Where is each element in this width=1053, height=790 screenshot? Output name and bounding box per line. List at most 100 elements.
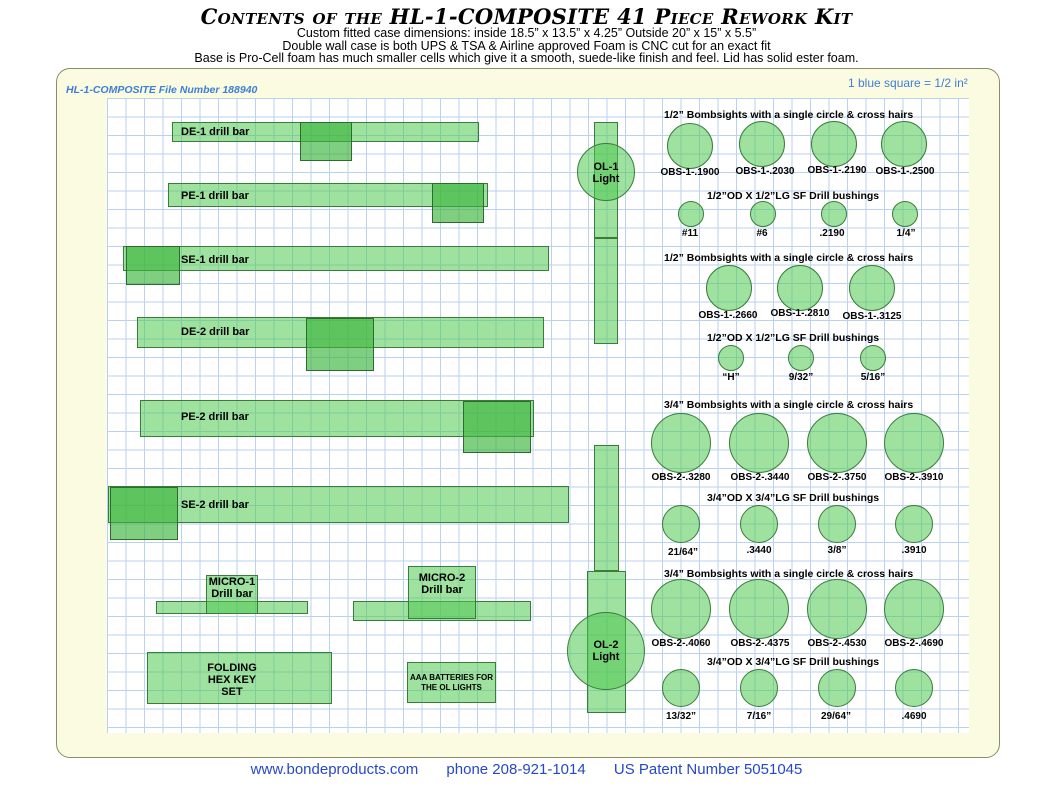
bushing-circle bbox=[821, 201, 847, 227]
folding-hex-key-label: FOLDING HEX KEY SET bbox=[207, 662, 257, 698]
bushing-circle bbox=[892, 201, 918, 227]
bushing-label: .4690 bbox=[901, 711, 927, 722]
section1-header: 1/2” Bombsights with a single circle & c… bbox=[664, 109, 914, 121]
bushing-label: 13/32” bbox=[665, 711, 697, 722]
bombsight-label: OBS-2-.4690 bbox=[884, 638, 944, 649]
drill-bar-pe1-block bbox=[432, 183, 484, 223]
bombsight-circle bbox=[729, 579, 789, 639]
bushing-circle bbox=[818, 669, 856, 707]
scale-legend: 1 blue square = 1/2 in² bbox=[848, 76, 968, 90]
ol2-light-label: OL-2 Light bbox=[592, 639, 620, 663]
bushing-label: 29/64” bbox=[820, 711, 852, 722]
bushing-label: 3/8” bbox=[827, 545, 847, 556]
ol1-light-head bbox=[577, 143, 635, 201]
drill-bar-pe2-block bbox=[463, 401, 531, 453]
micro2-label: MICRO-2 Drill bar bbox=[418, 572, 466, 596]
aaa-batteries bbox=[407, 662, 496, 703]
bushing-label: #11 bbox=[681, 228, 699, 239]
bombsight-circle bbox=[667, 123, 713, 169]
micro1-block bbox=[206, 575, 258, 614]
bushing-circle bbox=[678, 201, 704, 227]
bushing-label: 21/64” bbox=[667, 547, 699, 558]
aaa-batteries-label: AAA BATTERIES FOR THE OL LIGHTS bbox=[409, 673, 494, 692]
bombsight-label: OBS-1-.1900 bbox=[660, 167, 720, 178]
drill-bar-de1-label: DE-1 drill bar bbox=[181, 126, 250, 138]
drill-bar-se2-block bbox=[110, 487, 178, 540]
bushing-circle bbox=[718, 345, 744, 371]
website-link[interactable]: www.bondeproducts.com bbox=[250, 761, 419, 778]
bombsight-circle bbox=[651, 413, 711, 473]
subtitle-line-1: Custom fitted case dimensions: inside 18… bbox=[296, 26, 757, 40]
section7-header: 3/4” Bombsights with a single circle & c… bbox=[664, 568, 914, 580]
file-number: HL-1-COMPOSITE File Number 188940 bbox=[66, 84, 258, 96]
bushing-label: #6 bbox=[756, 228, 768, 239]
subtitle-line-3: Base is Pro-Cell foam has much smaller c… bbox=[194, 51, 859, 65]
bushing-label: .2190 bbox=[819, 228, 845, 239]
drill-bar-se2-label: SE-2 drill bar bbox=[181, 499, 249, 511]
bushing-circle bbox=[895, 669, 933, 707]
section8-header: 3/4”OD X 3/4”LG SF Drill bushings bbox=[707, 656, 880, 668]
bombsight-circle bbox=[811, 121, 857, 167]
bombsight-circle bbox=[729, 413, 789, 473]
bushing-label: 9/32” bbox=[788, 372, 814, 383]
bombsight-circle bbox=[739, 121, 785, 167]
bombsight-label: OBS-1-.2190 bbox=[807, 165, 867, 176]
bombsight-label: OBS-2-.3750 bbox=[807, 472, 867, 483]
subtitle-line-2: Double wall case is both UPS & TSA & Air… bbox=[282, 39, 771, 53]
bushing-circle bbox=[740, 505, 778, 543]
bombsight-circle bbox=[807, 413, 867, 473]
bombsight-circle bbox=[849, 265, 895, 311]
footer: www.bondeproducts.com phone 208-921-1014… bbox=[0, 761, 1053, 778]
bombsight-label: OBS-1-.2660 bbox=[698, 310, 758, 321]
bushing-label: 5/16” bbox=[860, 372, 886, 383]
bombsight-label: OBS-2-.4530 bbox=[807, 638, 867, 649]
bushing-circle bbox=[788, 345, 814, 371]
section6-header: 3/4”OD X 3/4”LG SF Drill bushings bbox=[707, 492, 880, 504]
bombsight-circle bbox=[884, 413, 944, 473]
ol2-light-head bbox=[567, 612, 645, 690]
section3-header: 1/2” Bombsights with a single circle & c… bbox=[664, 252, 914, 264]
micro1-label: MICRO-1 Drill bar bbox=[208, 576, 256, 600]
ol1-light-label: OL-1 Light bbox=[592, 161, 620, 185]
bombsight-label: OBS-1-.3125 bbox=[842, 311, 902, 322]
section2-header: 1/2”OD X 1/2”LG SF Drill bushings bbox=[707, 190, 880, 202]
bombsight-circle bbox=[651, 579, 711, 639]
page-title: Contents of the HL-1-COMPOSITE 41 Piece … bbox=[200, 4, 853, 29]
patent-number: US Patent Number 5051045 bbox=[613, 761, 803, 778]
bombsight-circle bbox=[884, 579, 944, 639]
bushing-circle bbox=[860, 345, 886, 371]
drill-bar-se1-label: SE-1 drill bar bbox=[181, 254, 249, 266]
bushing-label: 7/16” bbox=[746, 711, 772, 722]
folding-hex-key-set bbox=[147, 652, 332, 704]
phone-number: phone 208-921-1014 bbox=[446, 761, 586, 778]
bombsight-circle bbox=[881, 121, 927, 167]
bushing-circle bbox=[818, 505, 856, 543]
bushing-circle bbox=[750, 201, 776, 227]
ol2-light-top bbox=[594, 445, 619, 571]
bushing-label: 1/4” bbox=[896, 228, 916, 239]
bombsight-circle bbox=[807, 579, 867, 639]
bombsight-label: OBS-1-.2500 bbox=[875, 166, 935, 177]
section4-header: 1/2”OD X 1/2”LG SF Drill bushings bbox=[707, 332, 880, 344]
drill-bar-se1-block bbox=[126, 246, 180, 285]
bushing-label: .3440 bbox=[746, 545, 772, 556]
drill-bar-pe1-label: PE-1 drill bar bbox=[181, 190, 249, 202]
bombsight-label: OBS-1-.2030 bbox=[735, 166, 795, 177]
bombsight-label: OBS-2-.3280 bbox=[651, 472, 711, 483]
bombsight-circle bbox=[706, 265, 752, 311]
bushing-label: .3910 bbox=[901, 545, 927, 556]
bombsight-circle bbox=[777, 265, 823, 311]
drill-bar-de1-block bbox=[300, 122, 352, 161]
bombsight-label: OBS-2-.4060 bbox=[651, 638, 711, 649]
bombsight-label: OBS-2-.3910 bbox=[884, 472, 944, 483]
bombsight-label: OBS-1-.2810 bbox=[770, 308, 830, 319]
bombsight-label: OBS-2-.4375 bbox=[730, 638, 790, 649]
bushing-circle bbox=[895, 505, 933, 543]
drill-bar-se1 bbox=[123, 246, 549, 271]
bushing-circle bbox=[662, 505, 700, 543]
drill-bar-de2-label: DE-2 drill bar bbox=[181, 326, 250, 338]
section5-header: 3/4” Bombsights with a single circle & c… bbox=[664, 399, 914, 411]
drill-bar-pe2-label: PE-2 drill bar bbox=[181, 411, 249, 423]
bushing-circle bbox=[662, 669, 700, 707]
drill-bar-de2-block bbox=[306, 318, 374, 371]
